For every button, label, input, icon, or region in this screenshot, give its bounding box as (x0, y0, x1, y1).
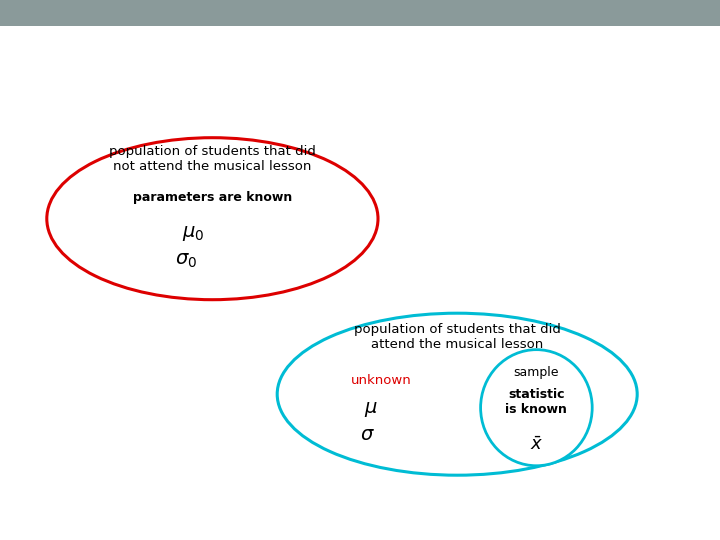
Text: statistic
is known: statistic is known (505, 388, 567, 416)
Text: population of students that did
attend the musical lesson: population of students that did attend t… (354, 323, 561, 352)
Ellipse shape (277, 313, 637, 475)
Text: $\bar{x}$: $\bar{x}$ (530, 436, 543, 455)
Text: sample: sample (513, 366, 559, 379)
Text: unknown: unknown (351, 374, 412, 387)
Text: parameters are known: parameters are known (132, 191, 292, 204)
Ellipse shape (480, 350, 592, 465)
Text: $\mu_0$: $\mu_0$ (181, 224, 204, 244)
Text: $\sigma_0$: $\sigma_0$ (175, 251, 197, 270)
Text: $\mu$: $\mu$ (364, 400, 378, 419)
Text: population of students that did
not attend the musical lesson: population of students that did not atte… (109, 145, 316, 173)
Text: $\sigma$: $\sigma$ (360, 424, 374, 444)
Ellipse shape (47, 138, 378, 300)
Bar (0, 0, 720, 26)
